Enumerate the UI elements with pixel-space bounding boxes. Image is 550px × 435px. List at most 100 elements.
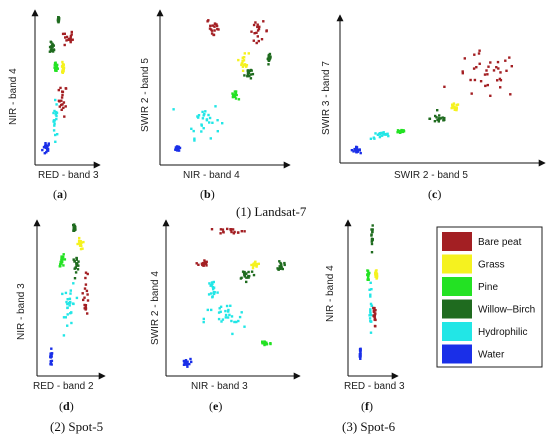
data-point-pine xyxy=(53,63,56,67)
data-point-bare-peat xyxy=(489,94,492,97)
data-point-hydrophilic xyxy=(200,124,203,127)
data-point-hydrophilic xyxy=(53,124,56,127)
data-point-hydrophilic xyxy=(372,136,375,139)
data-point-water xyxy=(182,359,186,363)
data-point-hydrophilic xyxy=(66,324,69,327)
data-point-bare-peat xyxy=(252,23,256,27)
x-axis-title-c: SWIR 2 - band 5 xyxy=(394,170,468,181)
data-point-bare-peat xyxy=(477,52,481,55)
data-point-pine xyxy=(54,69,57,72)
x-axis-title-e: NIR - band 3 xyxy=(191,381,248,392)
data-point-hydrophilic xyxy=(207,293,211,296)
data-point-bare-peat xyxy=(219,232,222,235)
y-axis-title-b: SWIR 2 - band 5 xyxy=(140,58,151,132)
data-point-willow-birch xyxy=(52,48,56,52)
data-point-hydrophilic xyxy=(369,308,372,311)
data-point-bare-peat xyxy=(86,312,89,315)
data-point-willow-birch xyxy=(250,73,253,76)
data-point-bare-peat xyxy=(61,32,65,36)
data-point-pine xyxy=(231,95,235,99)
data-point-hydrophilic xyxy=(55,117,58,121)
data-point-hydrophilic xyxy=(64,316,67,319)
data-point-water xyxy=(184,361,187,364)
marks-b xyxy=(172,19,272,152)
data-point-willow-birch xyxy=(267,63,270,66)
data-point-bare-peat xyxy=(253,32,256,35)
data-point-grass xyxy=(80,241,83,245)
data-point-water xyxy=(50,347,53,350)
data-point-water xyxy=(188,362,191,366)
data-point-grass xyxy=(62,66,66,69)
data-point-hydrophilic xyxy=(217,311,221,314)
data-point-bare-peat xyxy=(499,79,503,82)
data-point-grass xyxy=(451,103,454,106)
data-point-hydrophilic xyxy=(212,288,215,291)
data-point-bare-peat xyxy=(203,259,206,262)
data-point-grass xyxy=(257,262,260,265)
data-point-grass xyxy=(455,103,458,107)
data-point-bare-peat xyxy=(252,39,255,42)
data-point-bare-peat xyxy=(478,49,481,52)
data-point-willow-birch xyxy=(74,225,77,229)
data-point-pine xyxy=(263,342,266,345)
data-point-bare-peat xyxy=(257,39,260,43)
data-point-willow-birch xyxy=(246,71,250,75)
data-point-hydrophilic xyxy=(69,289,72,292)
data-point-water xyxy=(177,145,180,149)
data-point-bare-peat xyxy=(84,271,88,274)
data-point-bare-peat xyxy=(69,36,72,39)
data-point-hydrophilic xyxy=(224,316,227,319)
data-point-bare-peat xyxy=(230,230,233,234)
data-point-grass xyxy=(375,275,378,278)
data-point-pine xyxy=(367,274,370,278)
data-point-grass xyxy=(243,52,246,55)
data-point-hydrophilic xyxy=(369,137,373,140)
data-point-hydrophilic xyxy=(382,133,385,136)
data-point-bare-peat xyxy=(67,37,71,41)
data-point-willow-birch xyxy=(370,240,373,243)
data-point-pine xyxy=(63,258,67,261)
data-point-bare-peat xyxy=(58,100,61,103)
data-point-pine xyxy=(396,131,399,134)
data-point-hydrophilic xyxy=(192,129,195,133)
data-point-willow-birch xyxy=(370,251,374,254)
data-point-bare-peat xyxy=(483,73,487,76)
data-point-hydrophilic xyxy=(53,122,56,125)
data-point-bare-peat xyxy=(61,90,64,93)
data-point-grass xyxy=(82,240,85,244)
data-point-grass xyxy=(251,266,255,270)
data-point-willow-birch xyxy=(281,267,284,271)
data-point-willow-birch xyxy=(436,109,439,112)
data-point-pine xyxy=(55,67,59,70)
data-point-willow-birch xyxy=(72,258,75,261)
data-point-willow-birch xyxy=(371,228,374,231)
data-point-hydrophilic xyxy=(368,317,372,320)
data-point-grass xyxy=(237,58,240,62)
data-point-bare-peat xyxy=(374,325,377,328)
data-point-pine xyxy=(264,342,268,345)
data-point-bare-peat xyxy=(61,93,64,97)
data-point-grass xyxy=(76,242,79,246)
data-point-grass xyxy=(455,106,458,109)
data-point-bare-peat xyxy=(62,106,65,110)
data-point-hydrophilic xyxy=(229,304,232,307)
data-point-willow-birch xyxy=(267,54,270,58)
legend-swatch xyxy=(442,322,472,341)
data-point-bare-peat xyxy=(69,34,73,38)
data-point-grass xyxy=(241,59,244,62)
data-point-bare-peat xyxy=(85,289,89,293)
legend-label: Bare peat xyxy=(478,237,522,248)
data-point-willow-birch xyxy=(251,72,255,76)
data-point-water xyxy=(49,361,53,364)
data-point-bare-peat xyxy=(60,103,63,107)
data-point-bare-peat xyxy=(71,38,74,41)
data-point-bare-peat xyxy=(508,56,511,59)
data-point-hydrophilic xyxy=(243,325,246,328)
data-point-bare-peat xyxy=(59,86,62,90)
data-point-water xyxy=(184,363,187,366)
data-point-grass xyxy=(375,272,378,275)
marks-a xyxy=(41,16,74,155)
marks-e xyxy=(182,227,286,368)
data-point-pine xyxy=(62,255,65,259)
